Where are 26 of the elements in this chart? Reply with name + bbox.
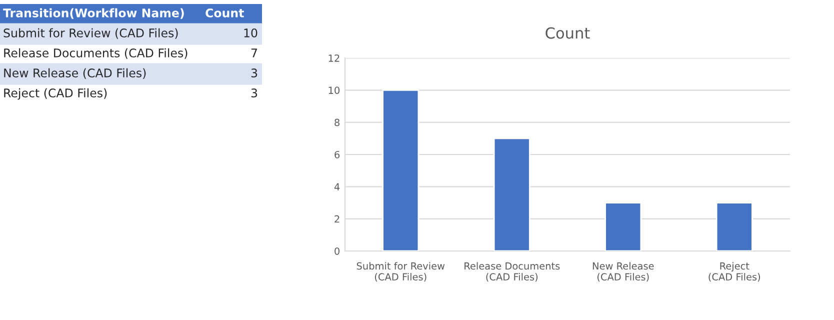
x-tick-label: New Release (CAD Files) <box>592 262 654 282</box>
y-tick-label: 12 <box>328 54 340 62</box>
text: Count <box>206 8 244 18</box>
data-label: 3 <box>251 88 258 98</box>
y-tick-label: 4 <box>334 183 340 190</box>
x-tick-label: Submit for Review (CAD Files) <box>356 262 445 282</box>
bar <box>493 138 530 251</box>
data-label: 3 <box>251 68 258 78</box>
chart-title: Count <box>546 27 590 39</box>
data-label: 7 <box>251 48 257 58</box>
y-tick-label: 6 <box>334 150 340 158</box>
x-tick-label: Release Documents (CAD Files) <box>464 262 560 282</box>
y-tick-label: 10 <box>328 86 340 94</box>
y-tick-label: 2 <box>334 215 340 223</box>
y-tick-label: 0 <box>334 247 340 255</box>
category-label: Submit for Review (CAD Files) <box>4 28 178 39</box>
x-tick-label: Reject (CAD Files) <box>708 262 760 282</box>
y-tick-label: 8 <box>334 118 340 126</box>
data-label: 10 <box>244 28 258 38</box>
bar <box>382 89 420 251</box>
bar <box>716 202 753 251</box>
category-label: New Release (CAD Files) <box>4 68 146 79</box>
text: Transition(Workflow Name) <box>3 8 184 19</box>
category-label: Release Documents (CAD Files) <box>4 48 188 59</box>
category-label: Reject (CAD Files) <box>4 88 107 100</box>
bar <box>604 202 642 251</box>
